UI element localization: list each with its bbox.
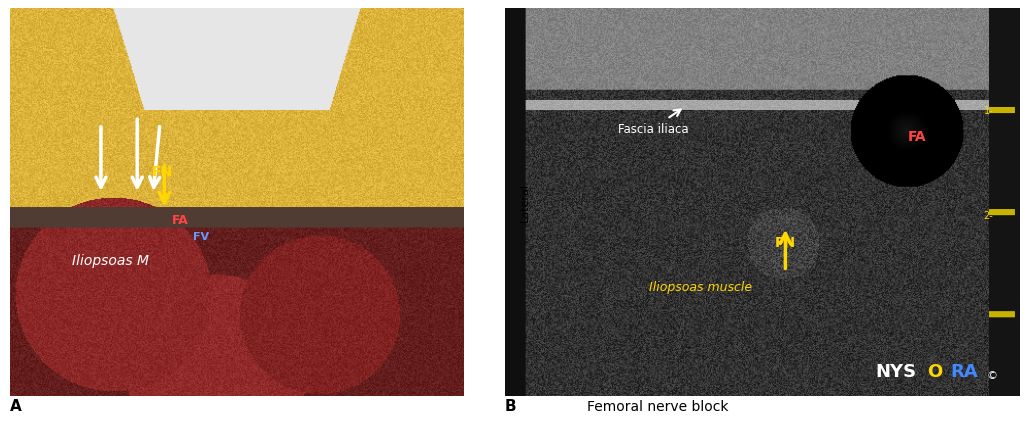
Text: ©: © — [987, 370, 997, 380]
Text: FN: FN — [775, 235, 796, 249]
Text: 1-: 1- — [984, 106, 993, 116]
Text: B: B — [505, 398, 516, 413]
Text: Iliopsoas muscle: Iliopsoas muscle — [649, 281, 752, 294]
Text: FA: FA — [172, 213, 188, 226]
Text: FA: FA — [907, 129, 926, 143]
Text: RA: RA — [950, 362, 977, 380]
Text: A: A — [10, 398, 22, 413]
Text: Fascia iliaca: Fascia iliaca — [618, 110, 689, 135]
Text: O: O — [927, 362, 942, 380]
Text: 2-: 2- — [984, 211, 993, 221]
Text: FV: FV — [193, 232, 209, 242]
Text: NYS: NYS — [876, 362, 917, 380]
Text: Iliopsoas M: Iliopsoas M — [71, 253, 148, 267]
Text: Femoral nerve block: Femoral nerve block — [587, 399, 728, 413]
Text: FN: FN — [151, 164, 173, 178]
Text: Lateral: Lateral — [520, 183, 530, 221]
